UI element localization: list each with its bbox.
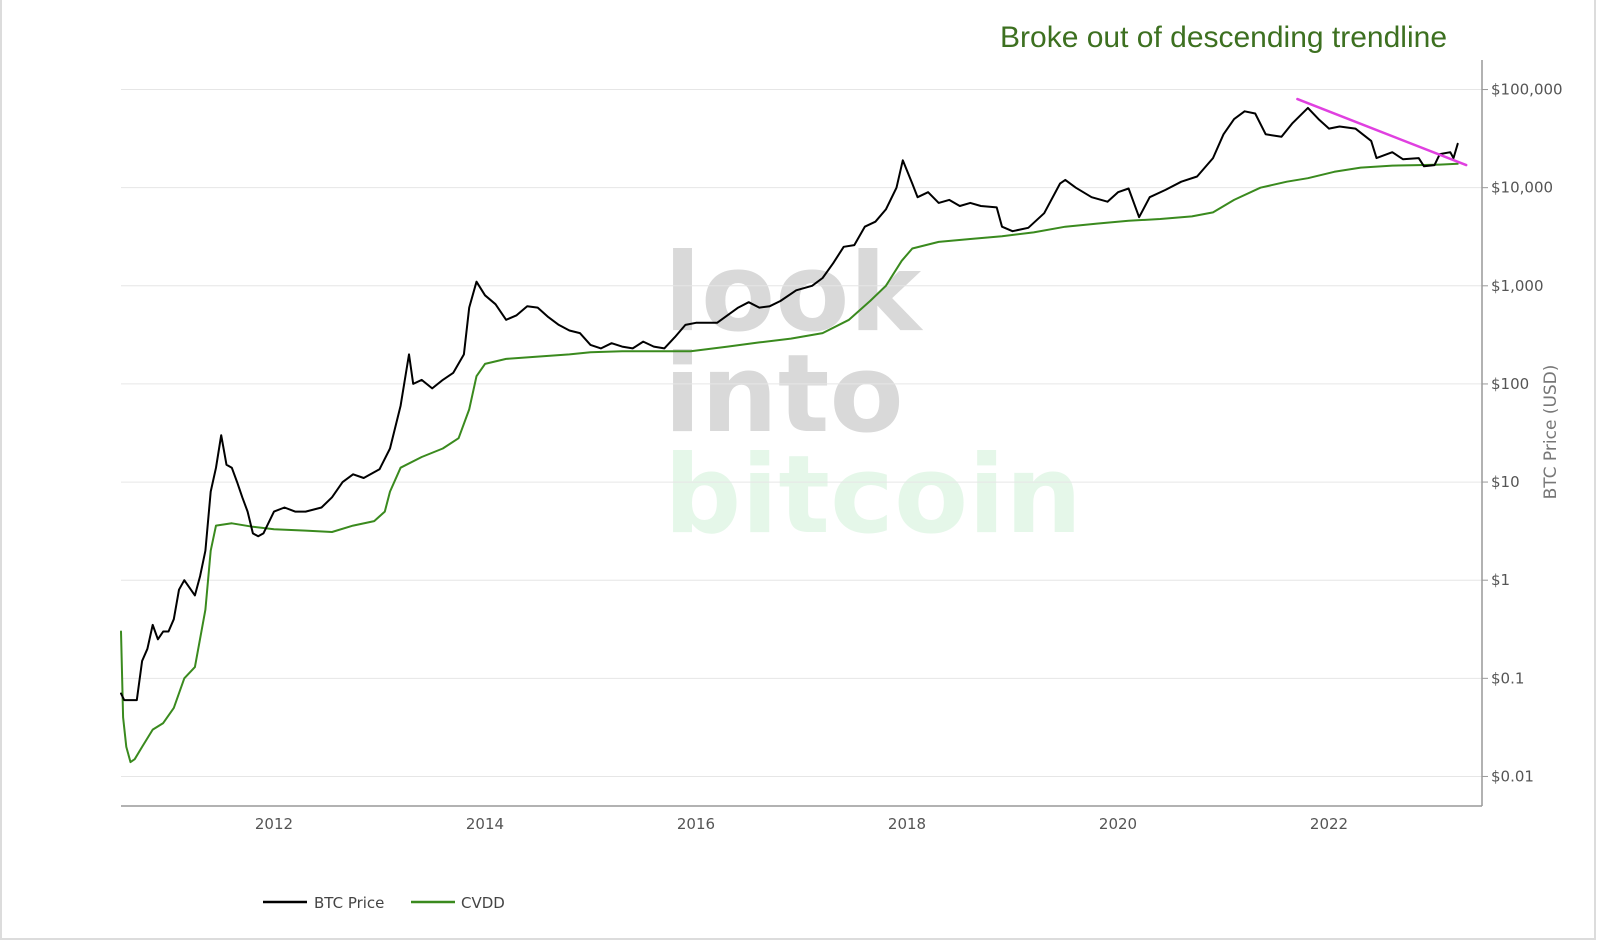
y-tick-label: $1 [1491,571,1510,589]
watermark-into: into [664,332,904,457]
y-tick-label: $0.01 [1491,767,1534,785]
series-layer [120,97,1468,764]
legend: BTC Price CVDD [263,894,505,912]
x-tick-label: 2012 [255,815,293,833]
x-tick-label: 2018 [888,815,926,833]
annotation-text: Broke out of descending trendline [1000,21,1447,54]
x-axis-ticks: 2012 2014 2016 2018 2020 2022 [255,815,1348,833]
y-axis-ticks: $0.01 $0.1 $1 $10 $100 $1,000 $10,000 $100,000 [1482,81,1563,785]
y-tick-label: $0.1 [1491,669,1524,687]
x-tick-label: 2016 [677,815,715,833]
grid [121,89,1482,777]
x-tick-label: 2020 [1099,815,1137,833]
watermark-look: look [664,231,923,356]
legend-item-cvdd[interactable]: CVDD [411,894,505,912]
y-tick-label: $100,000 [1491,81,1563,99]
legend-item-btc-price[interactable]: BTC Price [263,894,384,912]
watermark: look into bitcoin [664,231,1082,558]
y-axis-title: BTC Price (USD) [1541,365,1561,500]
y-tick-label: $100 [1491,375,1529,393]
y-tick-label: $10,000 [1491,179,1553,197]
legend-label-cvdd: CVDD [461,894,505,912]
legend-label-btc-price: BTC Price [314,894,384,912]
series-line-cvdd [120,162,1459,764]
series-line-btc-price [120,106,1459,702]
y-tick-label: $10 [1491,473,1520,491]
x-tick-label: 2014 [466,815,504,833]
x-tick-label: 2022 [1310,815,1348,833]
watermark-bitcoin: bitcoin [664,433,1082,558]
y-tick-label: $1,000 [1491,277,1544,295]
trendline [1296,97,1468,167]
